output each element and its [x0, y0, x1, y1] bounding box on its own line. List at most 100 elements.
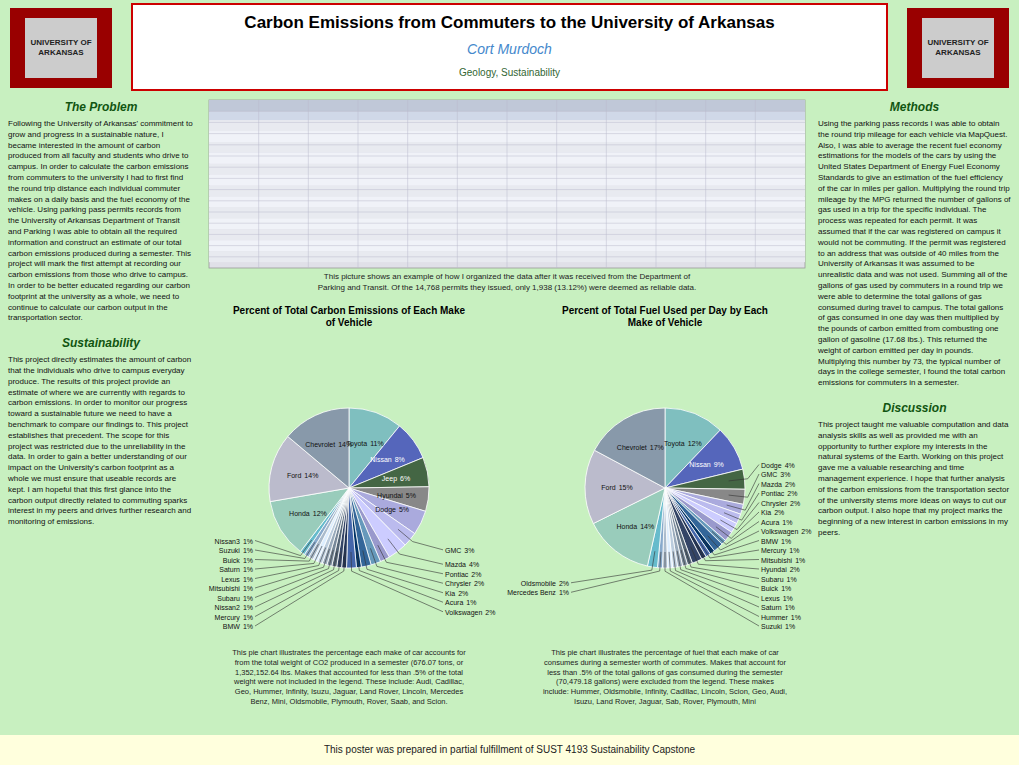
footer: This poster was prepared in partial fulf… [0, 735, 1019, 765]
data-label-name: Pontiac [445, 570, 469, 577]
data-label-value: 5% [399, 505, 409, 512]
chart-caption: This pie chart illustrates the percentag… [204, 648, 494, 707]
text-column: MethodsUsing the parking pass records I … [812, 100, 1017, 730]
data-label: Nissan21% [215, 604, 253, 611]
data-label-value: 1% [787, 575, 797, 582]
data-label-value: 1% [243, 604, 253, 611]
logo-text: UNIVERSITY OFARKANSAS [30, 38, 91, 57]
leader-line [255, 546, 322, 569]
screenshot-gridline [755, 100, 756, 268]
data-label: Kia2% [761, 509, 784, 516]
data-label: Dodge4% [761, 461, 795, 469]
data-label-name: Saturn [219, 566, 240, 573]
data-label-value: 12% [688, 440, 702, 447]
subtitle: Geology, Sustainability [459, 67, 560, 78]
data-label-name: Mitsubishi [209, 585, 241, 592]
data-label: Ford15% [601, 484, 632, 491]
leader-line [255, 544, 318, 561]
data-label: Chrysler2% [445, 580, 484, 588]
leader-line [685, 549, 759, 579]
data-label-value: 2% [474, 580, 484, 587]
data-label: Volkswagen2% [445, 608, 495, 616]
screenshot-gridline [457, 100, 458, 268]
header: Carbon Emissions from Commuters to the U… [10, 4, 1009, 90]
screenshot [209, 100, 805, 268]
data-labels: Toyota11%Nissan8%Jeep6%Hyundai5%Dodge5%H… [209, 439, 496, 629]
data-label: Toyota12% [664, 440, 702, 448]
leader-line [729, 474, 759, 497]
data-label-value: 2% [485, 608, 495, 615]
data-label-value: 12% [313, 509, 327, 516]
data-label-value: 2% [790, 566, 800, 573]
screenshot-gridline [705, 100, 706, 268]
wedges [585, 408, 745, 568]
data-label-value: 2% [790, 499, 800, 506]
data-label-name: Jeep [382, 475, 397, 483]
data-label-name: GMC [445, 546, 461, 553]
data-label-name: Pontiac [761, 490, 785, 497]
data-label-value: 8% [395, 456, 405, 463]
leader-line [703, 540, 759, 555]
leader-line [571, 552, 661, 592]
leader-line [255, 542, 315, 558]
data-label-name: Nissan3 [215, 537, 240, 544]
data-label-name: Chrysler [761, 499, 788, 507]
data-label-value: 3% [464, 546, 474, 553]
leader-line [255, 552, 341, 617]
data-label: Acura1% [445, 599, 476, 606]
data-label: Honda14% [617, 522, 655, 529]
pie-wedge [288, 408, 349, 488]
data-label-name: Lexus [221, 575, 240, 582]
data-label: Ford14% [287, 472, 318, 479]
section-text: This project directly estimates the amou… [8, 355, 194, 528]
data-label: Buick1% [223, 556, 253, 563]
data-label-name: Hyundai [377, 491, 403, 499]
data-label-name: Mitsubishi [761, 556, 793, 563]
text-line: UNIVERSITY OF [30, 38, 91, 47]
data-label-value: 1% [243, 537, 253, 544]
data-label: Buick1% [761, 585, 791, 592]
screenshot-gridline [308, 100, 309, 268]
data-label-name: Dodge [761, 461, 782, 469]
section-heading: Discussion [818, 401, 1011, 415]
data-label-value: 1% [781, 585, 791, 592]
data-label: BMW1% [223, 623, 253, 630]
data-label-value: 17% [650, 443, 664, 450]
data-label: Acura1% [761, 518, 792, 525]
leader-line [677, 551, 759, 598]
data-label-name: Suzuki [219, 547, 240, 554]
data-label-name: Acura [761, 518, 779, 525]
leader-line [691, 547, 759, 569]
data-label: Chevrolet17% [617, 443, 664, 450]
data-label-value: 1% [243, 623, 253, 630]
data-label-name: Ford [601, 484, 616, 491]
data-label-name: Hummer [761, 613, 789, 620]
leader-line [571, 551, 655, 583]
leader-line [388, 539, 443, 564]
data-label-name: Lexus [761, 594, 780, 601]
leader-line [665, 552, 759, 626]
data-label-name: Kia [445, 589, 455, 596]
logo: UNIVERSITY OFARKANSAS [907, 8, 1009, 88]
data-label-value: 1% [789, 547, 799, 554]
leader-line [370, 548, 443, 583]
text-line: of Vehicle [326, 317, 373, 328]
data-label: Hyundai2% [761, 566, 800, 574]
text-line: Make of Vehicle [628, 317, 703, 328]
leader-line [255, 550, 333, 597]
logo-text: UNIVERSITY OFARKANSAS [927, 38, 988, 57]
screenshot-caption: This picture shows an example of how I o… [209, 272, 805, 294]
data-label-value: 5% [406, 491, 416, 498]
data-label: Kia2% [445, 589, 468, 596]
data-label: Dodge5% [375, 505, 409, 513]
pie-wedge [594, 408, 665, 488]
data-label: Saturn1% [219, 566, 253, 573]
data-label: Suzuki1% [761, 623, 795, 630]
data-label-value: 4% [785, 461, 795, 468]
section-text: Following the University of Arkansas' co… [8, 119, 194, 324]
data-label: Mitsubishi1% [209, 585, 253, 592]
data-label-name: Mercury [215, 613, 241, 621]
section-text: This project taught me valuable computat… [818, 420, 1011, 539]
data-label-value: 1% [466, 599, 476, 606]
data-label-name: Nissan2 [215, 604, 240, 611]
